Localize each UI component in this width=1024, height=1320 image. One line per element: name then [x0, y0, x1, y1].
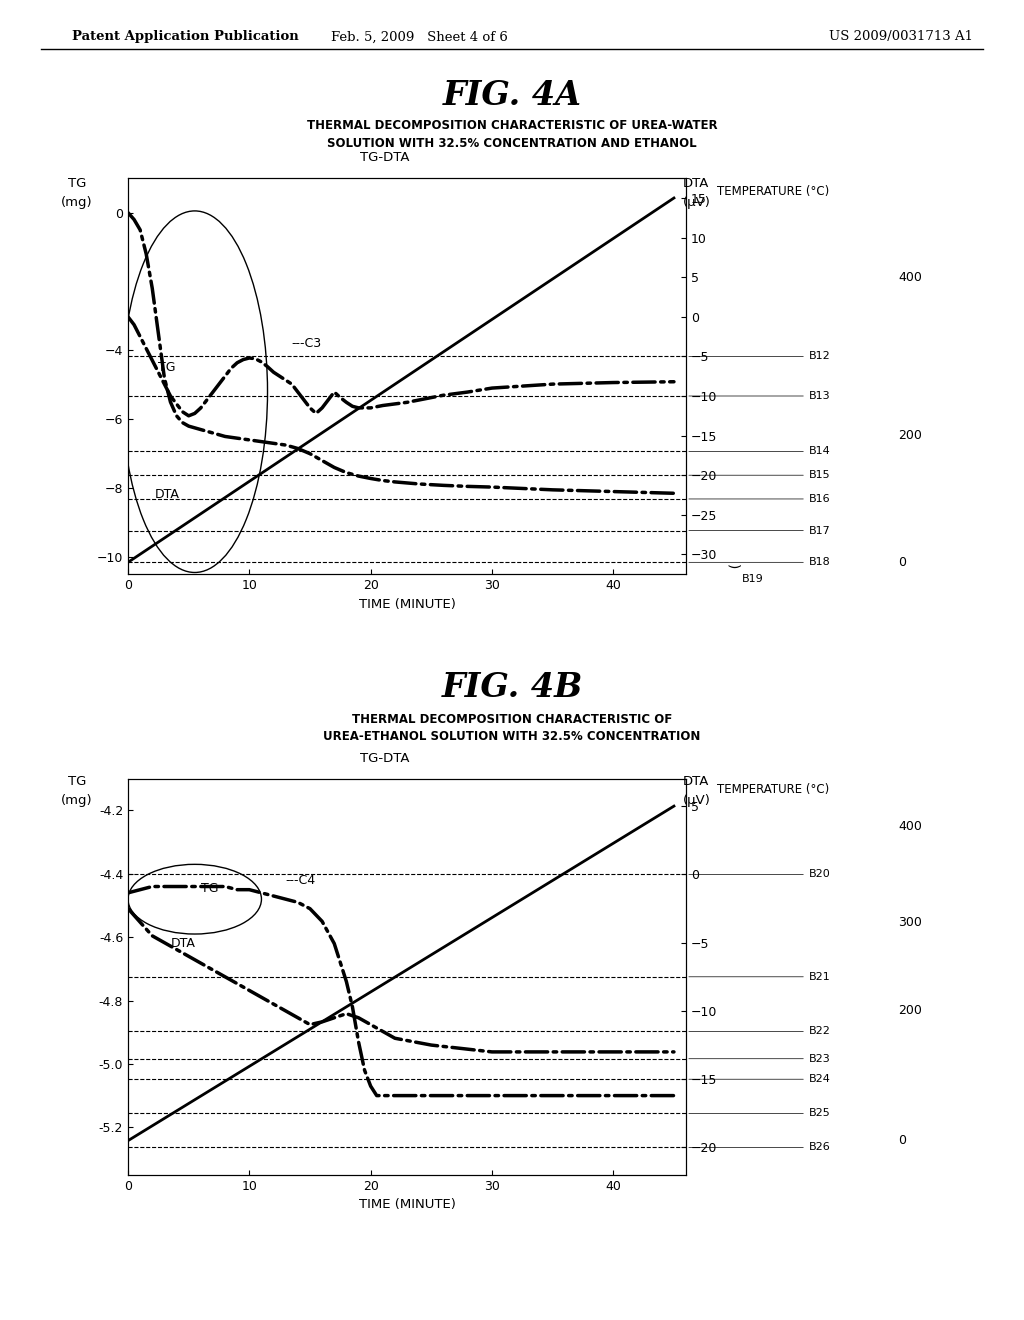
Text: 400: 400	[898, 271, 922, 284]
Text: B12: B12	[689, 351, 830, 362]
Text: B15: B15	[689, 470, 830, 480]
Text: DTA: DTA	[683, 177, 710, 190]
Text: TG-DTA: TG-DTA	[360, 152, 410, 165]
Text: TEMPERATURE (°C): TEMPERATURE (°C)	[717, 185, 829, 198]
Text: Feb. 5, 2009   Sheet 4 of 6: Feb. 5, 2009 Sheet 4 of 6	[332, 30, 508, 44]
Text: DTA: DTA	[155, 488, 179, 502]
Text: TG: TG	[159, 362, 176, 374]
Text: TEMPERATURE (°C): TEMPERATURE (°C)	[717, 783, 829, 796]
Text: US 2009/0031713 A1: US 2009/0031713 A1	[828, 30, 973, 44]
Text: B13: B13	[689, 391, 830, 401]
Text: DTA: DTA	[170, 937, 196, 950]
X-axis label: TIME (MINUTE): TIME (MINUTE)	[358, 1199, 456, 1212]
Text: B21: B21	[689, 972, 830, 982]
Text: TG: TG	[201, 882, 218, 895]
Text: TG: TG	[68, 177, 86, 190]
Text: (μV): (μV)	[682, 195, 711, 209]
Text: TG-DTA: TG-DTA	[360, 752, 410, 766]
Text: 0: 0	[898, 1134, 906, 1147]
Text: (μV): (μV)	[682, 793, 711, 807]
Text: 0: 0	[898, 556, 906, 569]
Text: (mg): (mg)	[61, 793, 92, 807]
Text: ): )	[725, 564, 739, 569]
Text: ---C4: ---C4	[286, 874, 315, 887]
Text: SOLUTION WITH 32.5% CONCENTRATION AND ETHANOL: SOLUTION WITH 32.5% CONCENTRATION AND ET…	[328, 137, 696, 150]
Text: (mg): (mg)	[61, 195, 92, 209]
Text: B23: B23	[689, 1053, 830, 1064]
Text: 300: 300	[898, 916, 922, 929]
Text: B24: B24	[689, 1074, 830, 1084]
Text: DTA: DTA	[683, 775, 710, 788]
Text: B25: B25	[689, 1109, 830, 1118]
Text: FIG. 4B: FIG. 4B	[441, 671, 583, 704]
Text: FIG. 4A: FIG. 4A	[442, 79, 582, 112]
Text: B20: B20	[689, 870, 830, 879]
Text: UREA-ETHANOL SOLUTION WITH 32.5% CONCENTRATION: UREA-ETHANOL SOLUTION WITH 32.5% CONCENT…	[324, 730, 700, 743]
Text: 200: 200	[898, 429, 922, 442]
Text: ---C3: ---C3	[292, 337, 322, 350]
Text: B17: B17	[689, 525, 830, 536]
Text: B26: B26	[689, 1143, 830, 1152]
Text: 400: 400	[898, 820, 922, 833]
Text: Patent Application Publication: Patent Application Publication	[72, 30, 298, 44]
Text: B14: B14	[689, 446, 830, 457]
Text: B19: B19	[742, 574, 764, 585]
X-axis label: TIME (MINUTE): TIME (MINUTE)	[358, 598, 456, 611]
Text: B18: B18	[689, 557, 830, 568]
Text: THERMAL DECOMPOSITION CHARACTERISTIC OF UREA-WATER: THERMAL DECOMPOSITION CHARACTERISTIC OF …	[306, 119, 718, 132]
Text: TG: TG	[68, 775, 86, 788]
Text: 200: 200	[898, 1005, 922, 1018]
Text: THERMAL DECOMPOSITION CHARACTERISTIC OF: THERMAL DECOMPOSITION CHARACTERISTIC OF	[352, 713, 672, 726]
Text: B22: B22	[689, 1027, 830, 1036]
Text: B16: B16	[689, 494, 830, 504]
